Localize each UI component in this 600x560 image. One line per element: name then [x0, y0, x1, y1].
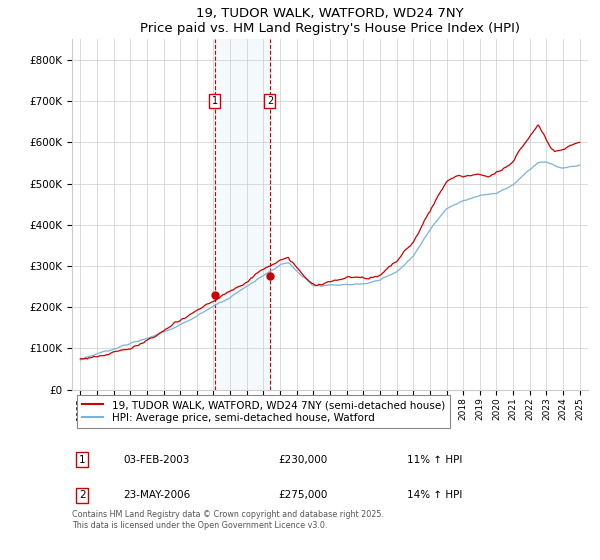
Text: 11% ↑ HPI: 11% ↑ HPI [407, 455, 463, 465]
Text: Contains HM Land Registry data © Crown copyright and database right 2025.
This d: Contains HM Land Registry data © Crown c… [72, 510, 384, 530]
Text: 14% ↑ HPI: 14% ↑ HPI [407, 491, 463, 500]
Text: 03-FEB-2003: 03-FEB-2003 [124, 455, 190, 465]
Bar [215, 39, 270, 390]
Text: 2: 2 [79, 491, 86, 500]
Text: 23-MAY-2006: 23-MAY-2006 [124, 491, 191, 500]
Text: £230,000: £230,000 [278, 455, 328, 465]
Text: 2: 2 [267, 96, 273, 106]
Text: £275,000: £275,000 [278, 491, 328, 500]
Title: 19, TUDOR WALK, WATFORD, WD24 7NY
Price paid vs. HM Land Registry's House Price : 19, TUDOR WALK, WATFORD, WD24 7NY Price … [140, 7, 520, 35]
Text: 1: 1 [212, 96, 218, 106]
Legend: 19, TUDOR WALK, WATFORD, WD24 7NY (semi-detached house), HPI: Average price, sem: 19, TUDOR WALK, WATFORD, WD24 7NY (semi-… [77, 395, 450, 428]
Text: 1: 1 [79, 455, 86, 465]
